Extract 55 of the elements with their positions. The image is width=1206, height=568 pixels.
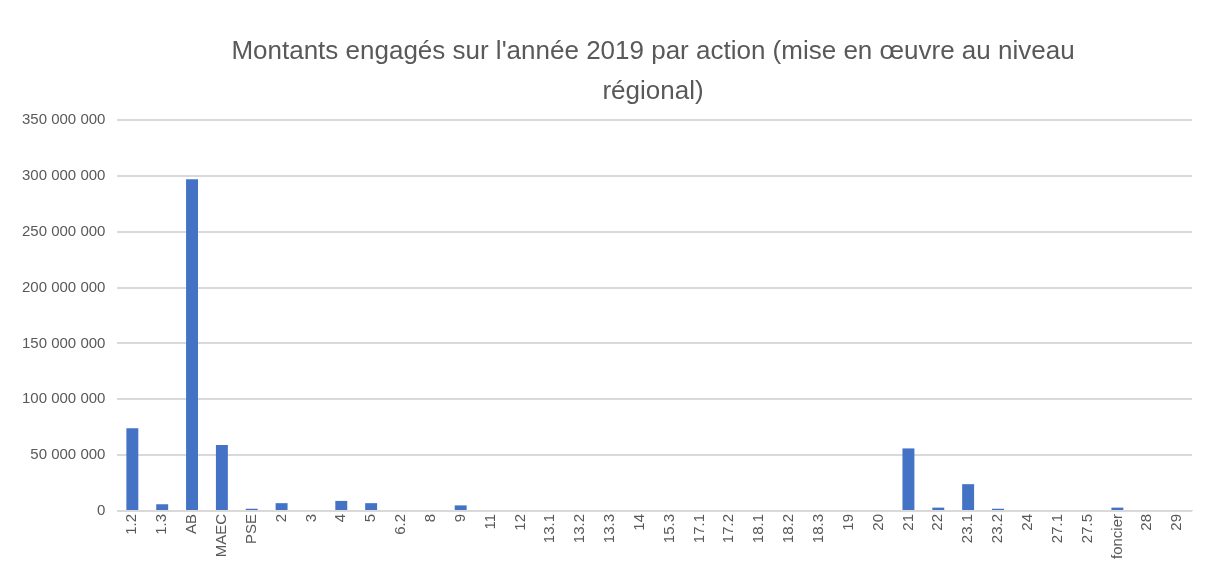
x-tick-label: 14 [629, 513, 647, 531]
x-tick-label: 13.2 [570, 513, 588, 544]
x-tick-label: foncier [1107, 513, 1125, 560]
bar [962, 484, 975, 510]
x-tick-label: 8 [420, 513, 438, 523]
bar [215, 445, 228, 510]
x-tick-label: 1.2 [122, 513, 140, 535]
x-tick-label: 13.3 [600, 513, 618, 544]
x-tick-label: 21 [898, 513, 916, 531]
y-tick-label: 0 [97, 501, 106, 519]
x-tick-label: 19 [838, 513, 856, 531]
bar [365, 503, 378, 510]
bar [902, 448, 915, 510]
bar [126, 428, 139, 510]
x-tick-label: 17.2 [719, 513, 737, 544]
x-tick-label: 17.1 [689, 513, 707, 544]
bar [454, 505, 467, 510]
y-tick-label: 250 000 000 [21, 221, 106, 239]
bar [275, 503, 288, 510]
x-tick-label: 20 [868, 513, 886, 531]
x-tick-label: 9 [450, 513, 468, 523]
chart-title: Montants engagés sur l'année 2019 par action (mise en œuvre au niveau régional) [230, 34, 1076, 107]
x-tick-label: MAEC [212, 513, 230, 558]
x-tick-label: 6.2 [391, 513, 409, 535]
bar [156, 504, 169, 510]
x-tick-label: 18.2 [779, 513, 797, 544]
x-tick-label: 15.3 [659, 513, 677, 544]
y-tick-label: 300 000 000 [21, 165, 106, 183]
y-tick-label: 350 000 000 [21, 110, 106, 128]
x-tick-label: 2 [271, 513, 289, 523]
x-tick-label: 12 [510, 513, 528, 531]
y-tick-label: 100 000 000 [21, 389, 106, 407]
x-tick-label: 27.1 [1047, 513, 1065, 544]
x-tick-label: 24 [1017, 513, 1035, 531]
x-tick-label: 23.2 [988, 513, 1006, 544]
x-tick-label: 3 [301, 513, 319, 523]
x-tick-label: 1.3 [152, 513, 170, 535]
y-tick-label: 150 000 000 [21, 333, 106, 351]
x-tick-label: 27.5 [1077, 513, 1095, 544]
x-tick-label: 29 [1167, 513, 1185, 531]
x-tick-label: 4 [331, 513, 349, 523]
x-tick-label: 13.1 [540, 513, 558, 544]
bar [186, 179, 199, 510]
y-tick-label: 50 000 000 [30, 445, 106, 463]
y-tick-label: 200 000 000 [21, 277, 106, 295]
x-tick-label: 5 [361, 513, 379, 523]
x-tick-label: 28 [1137, 513, 1155, 531]
bar [335, 500, 348, 510]
x-tick-label: 18.3 [809, 513, 827, 544]
x-tick-label: 11 [480, 513, 498, 530]
x-tick-label: 18.1 [749, 513, 767, 544]
x-tick-label: AB [182, 513, 200, 534]
x-tick-label: PSE [241, 513, 259, 544]
x-tick-label: 22 [928, 513, 946, 531]
x-tick-label: 23.1 [958, 513, 976, 544]
